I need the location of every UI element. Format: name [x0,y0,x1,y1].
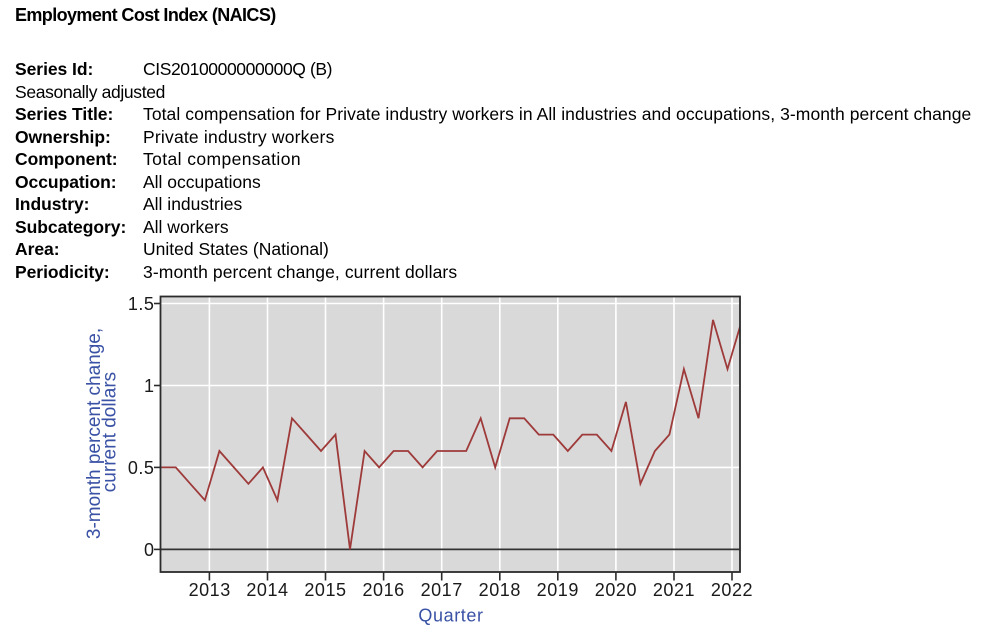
svg-text:2021: 2021 [653,580,695,600]
svg-text:Quarter: Quarter [418,606,483,626]
svg-text:2020: 2020 [595,580,637,600]
svg-text:current dollars: current dollars [99,372,120,492]
svg-text:2016: 2016 [362,580,404,600]
svg-text:2019: 2019 [537,580,579,600]
svg-text:0.5: 0.5 [128,458,155,478]
svg-text:1.5: 1.5 [128,294,155,314]
svg-text:2022: 2022 [711,580,753,600]
svg-text:2014: 2014 [246,580,288,600]
svg-text:2013: 2013 [189,580,231,600]
svg-text:2017: 2017 [421,580,463,600]
svg-text:2015: 2015 [304,580,346,600]
svg-text:0: 0 [144,540,155,560]
svg-text:2018: 2018 [479,580,521,600]
svg-text:1: 1 [144,376,155,396]
svg-text:3-month percent change,: 3-month percent change, [84,328,105,539]
